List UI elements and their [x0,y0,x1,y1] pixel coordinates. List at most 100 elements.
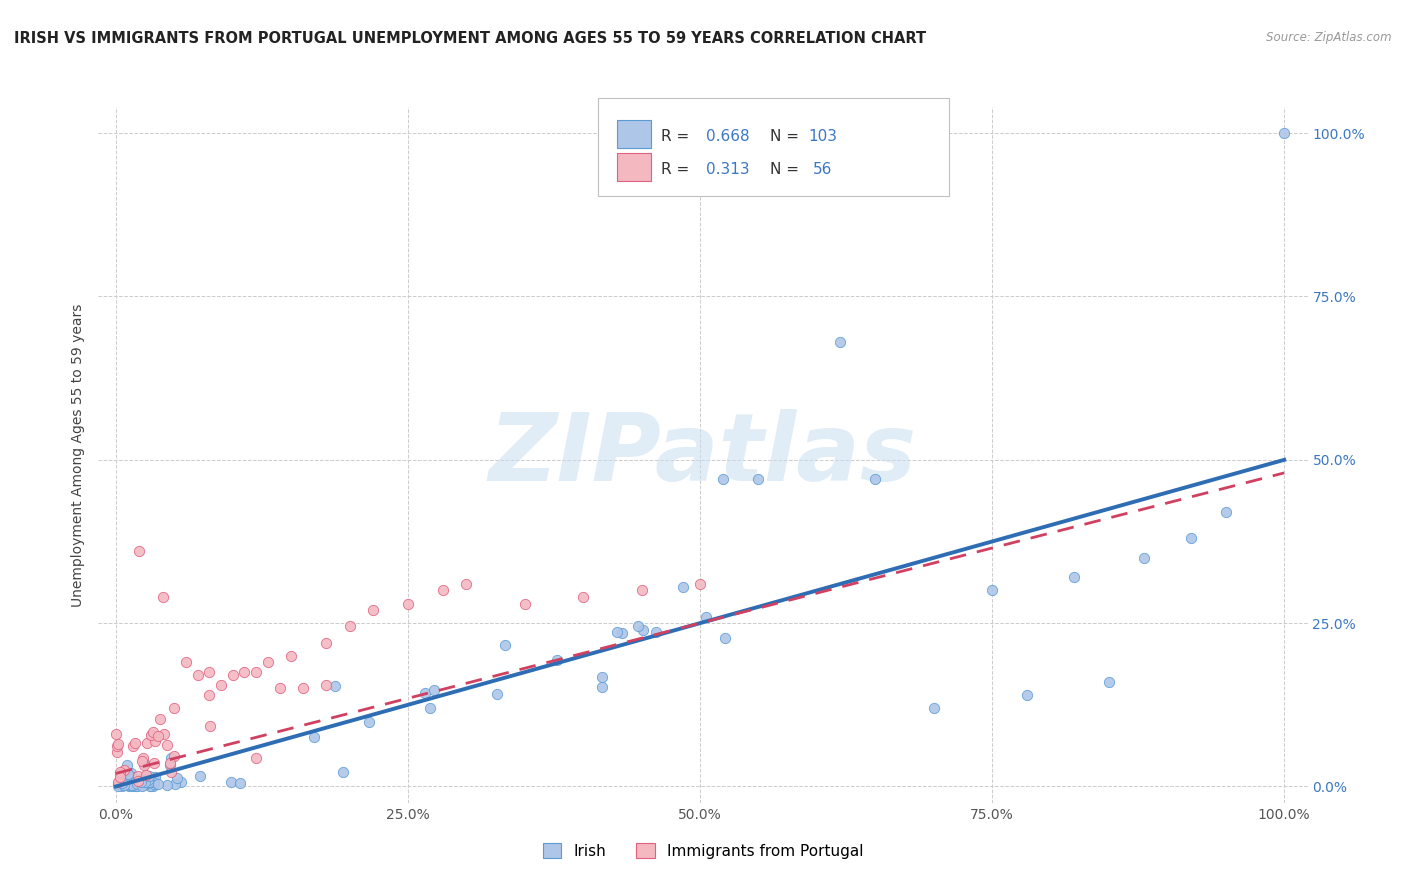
Point [125,779,148,793]
Point [323,679,346,693]
Point [138,775,160,789]
Point [132,772,155,786]
Text: 0.313: 0.313 [706,162,749,177]
Point [160,764,183,779]
Point [124,775,146,789]
Point [865,472,887,486]
Point [143,773,166,788]
Text: N =: N = [770,129,804,144]
Point [127,780,149,794]
Point [115,778,138,792]
Point [546,653,568,667]
Point [128,544,150,558]
Point [280,648,302,663]
Point [245,665,267,680]
Point [107,777,129,791]
Point [170,775,193,789]
Text: R =: R = [661,162,695,177]
Point [105,727,128,741]
Point [108,771,131,785]
Text: N =: N = [770,162,804,177]
Point [221,775,243,789]
Point [112,775,135,789]
Point [141,728,163,742]
Point [606,625,628,640]
Point [166,771,188,785]
Point [981,583,1004,598]
Point [121,770,143,784]
Point [120,773,142,788]
Point [291,681,314,696]
Legend: Irish, Immigrants from Portugal: Irish, Immigrants from Portugal [537,837,869,864]
Text: 0.668: 0.668 [706,129,749,144]
Point [121,779,143,793]
Point [423,683,446,698]
Point [1017,688,1039,702]
Point [156,738,179,752]
Point [138,769,160,783]
Point [713,631,735,645]
Point [111,777,134,791]
Text: 56: 56 [813,162,832,177]
Point [695,610,717,624]
Point [163,777,186,791]
Point [591,670,613,684]
Point [159,756,181,770]
Point [112,777,135,791]
Point [115,758,138,772]
Point [138,779,160,793]
Point [117,773,139,788]
Point [121,739,143,754]
Point [121,773,143,788]
Point [142,756,165,771]
Point [146,776,169,790]
Point [222,668,245,682]
Point [127,778,149,792]
Point [105,745,128,759]
Point [332,764,354,779]
Point [630,583,652,598]
Point [121,777,143,791]
Point [112,778,135,792]
Point [132,778,155,792]
Point [432,583,454,598]
Point [142,725,165,739]
Text: 103: 103 [808,129,838,144]
Point [125,777,148,791]
Point [612,626,634,640]
Point [120,766,142,780]
Point [121,775,143,789]
Point [128,772,150,787]
Point [134,777,156,791]
Point [142,780,165,794]
Point [160,751,183,765]
Point [107,775,129,789]
Point [146,729,169,743]
Point [1180,531,1202,545]
Point [188,769,211,783]
Point [121,774,143,789]
Point [143,733,166,747]
Point [494,638,516,652]
Point [419,701,441,715]
Point [1063,570,1085,584]
Point [1215,505,1237,519]
Point [135,768,157,782]
Point [110,779,132,793]
Point [134,774,156,789]
Point [127,777,149,791]
Point [129,775,152,789]
Point [485,687,508,701]
Point [1272,126,1295,140]
Point [108,777,131,791]
Point [302,730,325,744]
Point [591,681,613,695]
Point [125,777,148,791]
Point [105,739,128,754]
Point [132,757,155,772]
Point [156,778,179,792]
Point [830,335,852,350]
Point [163,701,186,715]
Point [174,656,197,670]
Point [124,779,146,793]
